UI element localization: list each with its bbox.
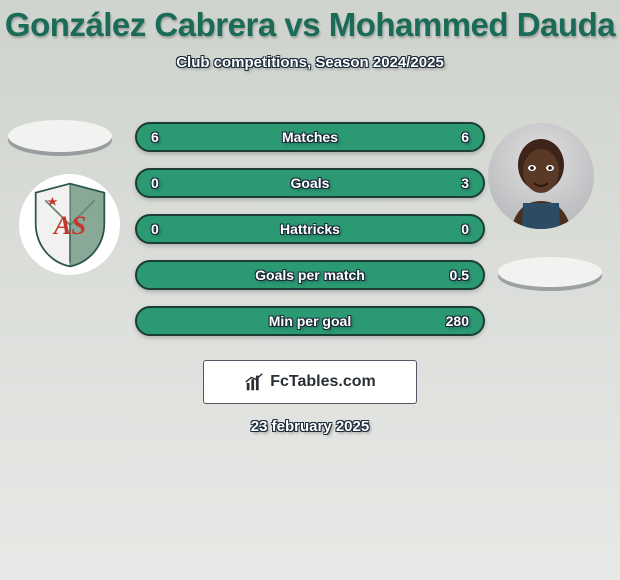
date-label: 23 february 2025 xyxy=(0,418,620,435)
stat-right-value: 0.5 xyxy=(441,267,469,283)
stat-left-value: 0 xyxy=(151,221,179,237)
stat-label: Min per goal xyxy=(179,313,441,329)
svg-text:AS: AS xyxy=(51,209,85,239)
shield-badge-icon: AS xyxy=(26,181,114,269)
stat-label: Matches xyxy=(179,129,441,145)
stat-bar: Goals per match0.5 xyxy=(135,260,485,290)
stat-right-value: 0 xyxy=(441,221,469,237)
stat-right-value: 280 xyxy=(441,313,469,329)
stat-bar: 6Matches6 xyxy=(135,122,485,152)
stat-left-value: 6 xyxy=(151,129,179,145)
stats-panel: 6Matches60Goals30Hattricks0Goals per mat… xyxy=(135,122,485,352)
left-player-oval xyxy=(8,120,112,152)
subtitle: Club competitions, Season 2024/2025 xyxy=(0,54,620,71)
fctables-label: FcTables.com xyxy=(270,373,376,391)
stat-right-value: 3 xyxy=(441,175,469,191)
stat-left-value: 0 xyxy=(151,175,179,191)
stat-bar: 0Hattricks0 xyxy=(135,214,485,244)
page-title: González Cabrera vs Mohammed Dauda xyxy=(0,0,620,44)
bar-chart-icon xyxy=(244,371,266,393)
right-player-oval xyxy=(498,257,602,287)
right-player-avatar xyxy=(488,123,594,229)
comparison-card: González Cabrera vs Mohammed Dauda Club … xyxy=(0,0,620,580)
stat-bar: Min per goal280 xyxy=(135,306,485,336)
stat-label: Goals xyxy=(179,175,441,191)
fctables-attribution[interactable]: FcTables.com xyxy=(203,360,417,404)
stat-bar: 0Goals3 xyxy=(135,168,485,198)
stat-label: Hattricks xyxy=(179,221,441,237)
person-avatar-icon xyxy=(488,123,594,229)
stat-right-value: 6 xyxy=(441,129,469,145)
stat-label: Goals per match xyxy=(179,267,441,283)
left-club-badge: AS xyxy=(19,174,120,275)
